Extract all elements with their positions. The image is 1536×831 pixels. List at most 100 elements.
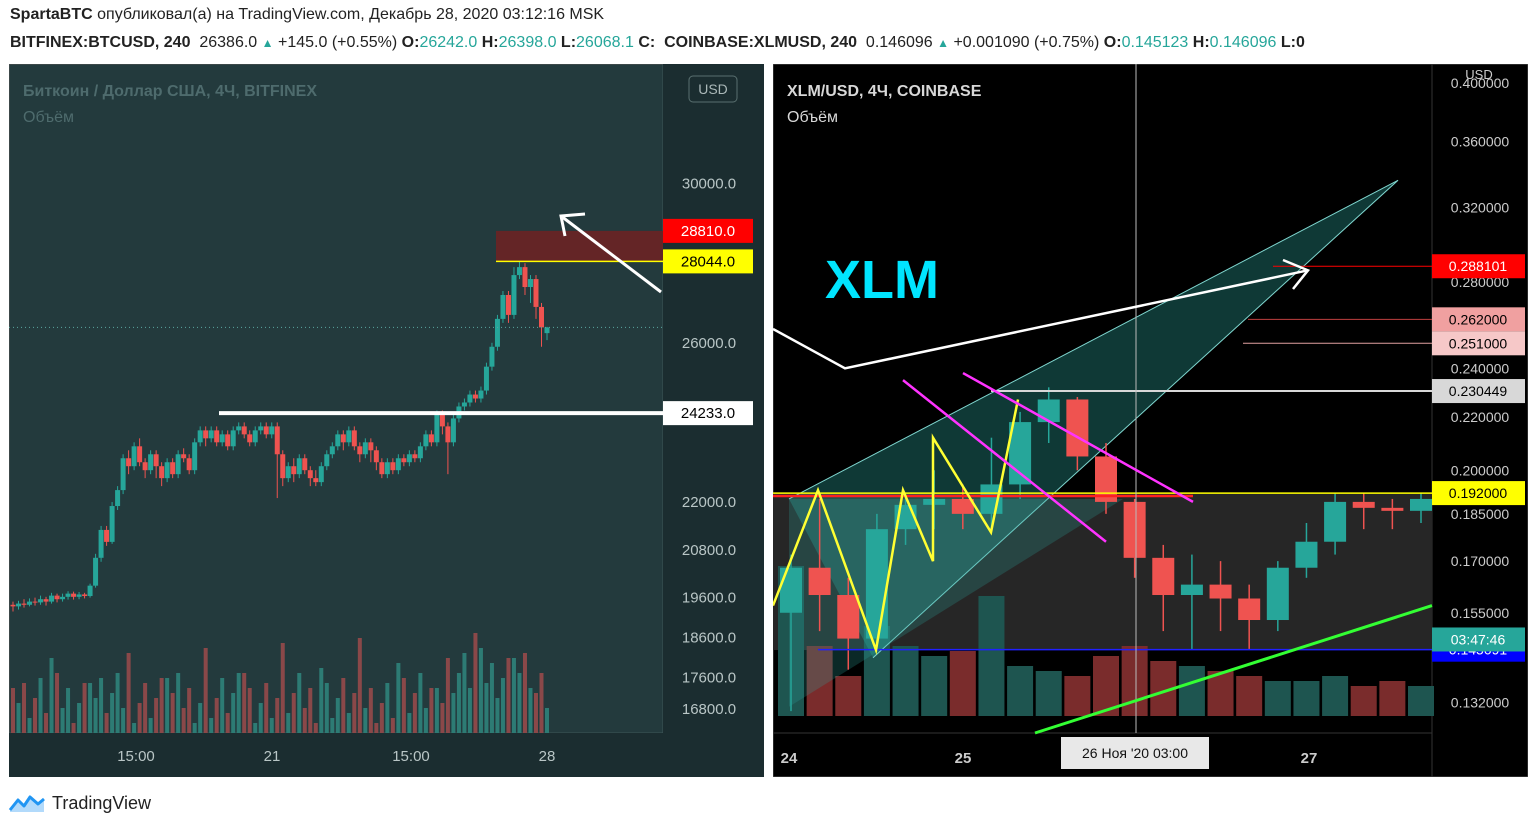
btc-candle — [313, 478, 319, 483]
xlm-y-tick-label: 0.200000 — [1451, 462, 1510, 478]
btc-volume-bar — [280, 643, 285, 733]
btc-volume-bar — [302, 708, 307, 733]
btc-y-tick-label: 20800.0 — [682, 542, 736, 559]
btc-volume-bar — [324, 683, 329, 733]
xlm-volume-bars — [778, 566, 1434, 716]
btc-volume-bars — [11, 633, 549, 733]
btc-volume-bar — [187, 688, 192, 733]
btc-candle — [346, 430, 352, 443]
btc-volume-bar — [126, 653, 131, 733]
xlm-candle — [1295, 541, 1318, 568]
xlm-axis-labels: 0.132000 0.155000 0.170000 0.185000 0.200000… — [781, 75, 1525, 769]
btc-volume-bar — [467, 688, 472, 733]
btc-price-axis[interactable] — [663, 64, 764, 733]
btc-candle — [186, 458, 192, 471]
btc-volume-bar — [533, 693, 538, 733]
l-label: L: — [560, 34, 577, 51]
btc-volume-bar — [434, 688, 439, 733]
btc-candle — [500, 294, 506, 319]
xlm-candle — [1324, 501, 1347, 542]
btc-candle — [417, 446, 423, 459]
btc-volume-bar — [110, 693, 115, 733]
xlm-candle — [837, 595, 860, 639]
btc-volume-bar — [154, 698, 159, 733]
btc-volume-bar — [528, 688, 533, 733]
btc-candle — [109, 506, 115, 542]
btc-candle — [170, 462, 176, 475]
btc-volume-bar — [539, 673, 544, 733]
btc-candle — [137, 446, 143, 463]
xlm-volume-label: Объём — [787, 109, 838, 126]
btc-candle — [362, 442, 368, 455]
btc-volume-bar — [236, 673, 241, 733]
btc-candle — [538, 306, 544, 328]
xlm-price-badge — [1432, 307, 1525, 332]
btc-candle — [65, 593, 71, 597]
btc-volume-bar — [49, 658, 54, 733]
h-label: H: — [481, 34, 499, 51]
btc-x-tick-label: 15:00 — [392, 748, 430, 765]
xlm-volume-bar — [1236, 676, 1263, 716]
btc-volume-bar — [192, 723, 197, 733]
xlm-volume-bar — [1408, 686, 1434, 716]
btc-candle — [329, 446, 335, 455]
btc-volume-bar — [66, 688, 71, 733]
sym2-tail: L:0 — [1280, 34, 1305, 51]
xlm-magenta-upper — [962, 371, 1194, 503]
btc-candle — [104, 529, 110, 542]
btc-candle — [478, 390, 484, 399]
btc-chart[interactable]: 16800.0 17600.0 18600.0 19600.0 20800.0 22000… — [9, 64, 764, 777]
btc-volume-bar — [82, 683, 87, 733]
btc-volume-bar — [143, 683, 148, 733]
btc-candle — [164, 462, 170, 479]
xlm-drawings — [773, 64, 1433, 735]
publish-info: опубликовал(а) на TradingView.com, Декаб… — [97, 6, 605, 23]
sym1-last: 26386.0 — [199, 34, 258, 51]
btc-volume-bar — [225, 713, 230, 733]
btc-candle — [241, 426, 247, 435]
btc-candle — [340, 434, 346, 443]
btc-volume-bar — [209, 718, 214, 733]
btc-x-tick-label: 21 — [264, 748, 281, 765]
btc-currency-button[interactable] — [688, 75, 738, 103]
btc-volume-bar — [341, 678, 346, 733]
sym2-open: 0.145123 — [1121, 34, 1189, 51]
xlm-crosshair-time-badge — [1061, 737, 1209, 769]
btc-volume-bar — [401, 678, 406, 733]
xlm-candle — [951, 498, 974, 514]
btc-volume-bar — [137, 703, 142, 733]
btc-candle — [450, 418, 456, 443]
btc-candle — [181, 454, 187, 459]
btc-y-tick-label: 19600.0 — [682, 590, 736, 607]
btc-candle — [236, 426, 242, 431]
xlm-magenta-lower — [902, 379, 1107, 543]
btc-volume-bar — [423, 708, 428, 733]
btc-price-badge — [663, 218, 753, 243]
btc-candle — [38, 599, 44, 603]
btc-time-axis[interactable] — [9, 733, 764, 777]
o-label: O: — [401, 34, 420, 51]
btc-candle — [483, 366, 489, 391]
xlm-volume-bar — [1064, 676, 1091, 716]
btc-candle — [126, 458, 132, 467]
author-name[interactable]: SpartaBTC — [10, 6, 93, 23]
btc-volume-bar — [71, 723, 76, 733]
btc-volume-bar — [478, 648, 483, 733]
xlm-currency-label[interactable]: USD — [1465, 67, 1492, 82]
btc-volume-bar — [27, 718, 32, 733]
btc-candle — [423, 434, 429, 447]
btc-candle — [71, 593, 77, 597]
xlm-chart[interactable]: 0.132000 0.155000 0.170000 0.185000 0.200000… — [773, 64, 1528, 777]
xlm-price-badge-label: 0.192000 — [1449, 485, 1508, 501]
btc-candle — [467, 394, 473, 403]
btc-volume-bar — [517, 673, 522, 733]
btc-candle — [379, 462, 385, 475]
btc-candle — [472, 394, 478, 399]
btc-candle — [368, 442, 374, 451]
btc-volume-bar — [330, 718, 335, 733]
tradingview-footer[interactable]: TradingView — [8, 792, 151, 814]
xlm-volume-bar — [921, 656, 948, 716]
btc-candle — [219, 434, 225, 443]
xlm-yellow-zigzag — [773, 399, 1020, 655]
btc-volume-bar — [545, 708, 549, 733]
